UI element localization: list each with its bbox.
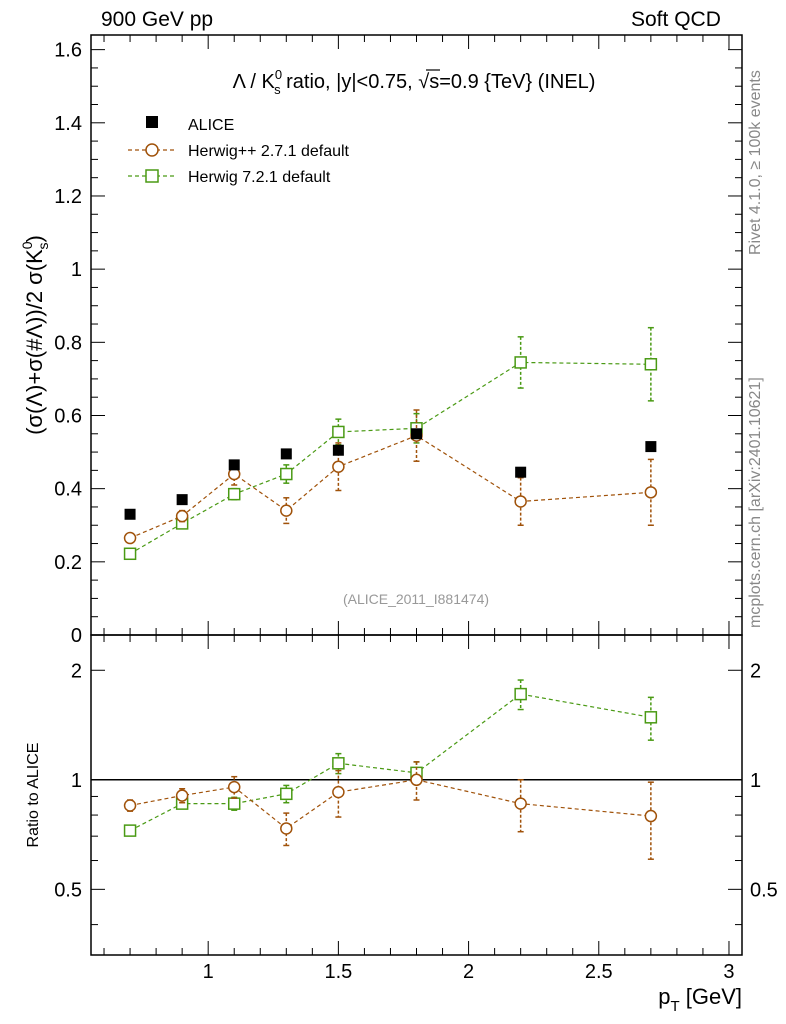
main-data-point	[228, 459, 240, 471]
ratio-y-tick-label: 1	[71, 770, 82, 792]
x-tick-label: 1.5	[324, 961, 352, 983]
ratio-data-point	[123, 799, 137, 812]
main-y-tick-labels: 0 0.2 0.4 0.6 0.8 1 1.2 1.4 1.6	[54, 40, 82, 647]
analysis-watermark: (ALICE_2011_I881474)	[343, 591, 489, 607]
x-axis-label: pT [GeV]	[658, 984, 742, 1015]
main-y-tick-label: 0.8	[54, 332, 82, 354]
main-data-point	[280, 504, 293, 517]
ratio-y-tick-label-right: 1	[750, 770, 761, 792]
main-data-point	[332, 444, 344, 456]
legend-herwigpp-marker	[145, 143, 159, 157]
chart-title: Λ / K0 s ratio, |y|<0.75, √s=0.9 {TeV} (I…	[233, 67, 596, 97]
ratio-y-tick-label: 0.5	[54, 879, 82, 901]
ratio-data-point	[644, 809, 658, 823]
main-data-point	[644, 486, 658, 499]
main-data-point	[280, 467, 293, 481]
ratio-data-point	[332, 785, 345, 799]
legend-herwig7-marker	[145, 169, 159, 183]
main-axis-ticks	[91, 35, 742, 636]
main-data-point	[176, 494, 188, 506]
main-data-point	[332, 425, 345, 439]
main-y-tick-label: 1.2	[54, 186, 82, 208]
ratio-data-point	[227, 797, 241, 810]
svg-text:Ratio to ALICE: Ratio to ALICE	[25, 743, 42, 848]
x-tick-labels: 1 1.5 2 2.5 3	[203, 961, 735, 983]
ratio-y-tick-labels: 0.5 0.5 1 1 2 2	[54, 660, 778, 901]
ratio-y-axis-label: Ratio to ALICE	[25, 743, 42, 848]
ratio-series-line	[129, 779, 651, 830]
ratio-data-point	[280, 787, 293, 801]
ratio-series-line	[129, 693, 651, 832]
ratio-data-point	[123, 824, 137, 837]
main-data-point	[515, 466, 527, 478]
ratio-data-point	[644, 711, 658, 724]
main-y-tick-label: 0.6	[54, 405, 82, 427]
legend-alice-label: ALICE	[188, 117, 234, 134]
main-data-point	[280, 448, 292, 460]
main-data-point	[123, 531, 137, 545]
main-data-point	[227, 487, 241, 501]
ratio-y-tick-label-right: 0.5	[750, 879, 778, 901]
legend-herwigpp-label: Herwig++ 2.7.1 default	[188, 143, 350, 160]
main-y-tick-label: 1.6	[54, 40, 82, 62]
main-series-line	[129, 361, 651, 555]
ratio-data-point	[175, 789, 189, 802]
svg-text:(σ(Λ)+σ(#Λ))/2 σ(K0s): (σ(Λ)+σ(#Λ))/2 σ(K0s)	[19, 235, 51, 435]
main-y-tick-label: 1.4	[54, 113, 82, 135]
ratio-data-layer	[123, 679, 658, 860]
legend-herwig7-label: Herwig 7.2.1 default	[188, 169, 331, 186]
main-y-tick-label: 0.2	[54, 552, 82, 574]
main-y-axis-label: (σ(Λ)+σ(#Λ))/2 σ(K0s)	[19, 235, 51, 435]
main-data-point	[175, 509, 189, 523]
x-tick-label: 1	[203, 961, 214, 983]
x-tick-label: 2.5	[585, 961, 613, 983]
main-data-point	[645, 441, 657, 453]
main-data-point	[514, 356, 527, 369]
ratio-y-tick-label-right: 2	[750, 660, 761, 682]
main-data-point	[123, 547, 137, 561]
ratio-data-point	[227, 780, 241, 794]
main-y-tick-label: 0	[71, 625, 82, 647]
main-data-point	[514, 495, 527, 508]
legend-alice-marker	[146, 116, 158, 128]
ratio-data-point	[514, 687, 527, 701]
main-data-point	[124, 508, 136, 520]
main-y-tick-label: 1	[71, 259, 82, 281]
ratio-data-point	[280, 822, 293, 835]
x-tick-label: 2	[463, 961, 474, 983]
main-data-layer	[123, 326, 658, 561]
header-collision-label: 900 GeV pp	[101, 8, 214, 31]
legend: ALICE Herwig++ 2.7.1 default Herwig 7.2.…	[128, 116, 350, 186]
ratio-data-point	[332, 757, 345, 770]
main-y-tick-label: 0.4	[54, 479, 82, 501]
x-tick-label: 3	[723, 961, 734, 983]
header-category-label: Soft QCD	[631, 8, 721, 31]
ratio-y-tick-label: 2	[71, 660, 82, 682]
main-data-point	[644, 358, 658, 371]
main-data-point	[332, 460, 345, 473]
ratio-data-point	[410, 773, 423, 787]
ratio-data-point	[514, 797, 527, 810]
main-data-point	[411, 428, 422, 440]
main-series-line	[129, 434, 651, 539]
